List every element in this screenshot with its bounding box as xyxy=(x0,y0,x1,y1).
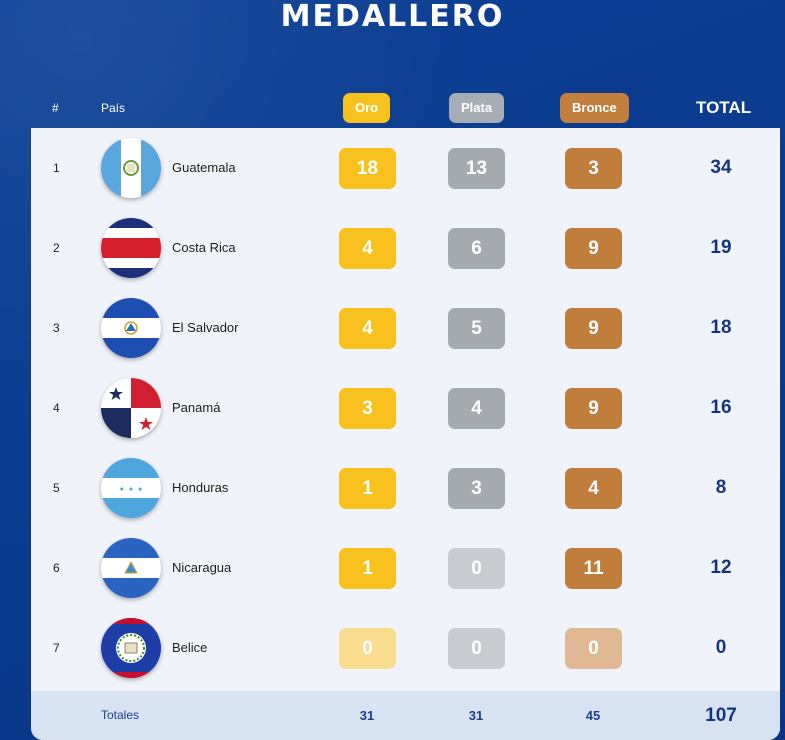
country-name: Panamá xyxy=(172,400,221,415)
header-silver-pill: Plata xyxy=(449,93,505,123)
silver-count: 0 xyxy=(448,548,505,589)
bronze-count: 11 xyxy=(565,548,622,589)
nicaragua-flag-icon xyxy=(101,538,161,598)
table-row: 6 Nicaragua 1 0 11 12 xyxy=(31,528,780,608)
total-count: 34 xyxy=(710,157,732,178)
country-name: Costa Rica xyxy=(172,240,236,255)
total-count: 18 xyxy=(710,317,732,338)
bronze-count: 9 xyxy=(565,308,622,349)
silver-count: 13 xyxy=(448,148,505,189)
rank: 1 xyxy=(53,161,60,175)
totals-bronze: 45 xyxy=(585,708,601,723)
total-count: 16 xyxy=(710,397,732,418)
gold-count: 1 xyxy=(339,548,396,589)
rank: 7 xyxy=(53,641,60,655)
belize-flag-icon xyxy=(101,618,161,678)
header-gold-pill: Oro xyxy=(343,93,391,123)
rank: 6 xyxy=(53,561,60,575)
header-bronze-pill: Bronce xyxy=(560,93,629,123)
el-salvador-flag-icon xyxy=(101,298,161,358)
table-row: 4 Panamá 3 4 9 16 xyxy=(31,368,780,448)
panama-flag-icon xyxy=(101,378,161,438)
gold-count: 4 xyxy=(339,228,396,269)
totals-row: Totales 31 31 45 107 xyxy=(31,691,780,740)
table-row: 5 ✦ ✦ ✦ Honduras 1 3 4 8 xyxy=(31,448,780,528)
total-count: 0 xyxy=(715,637,727,658)
country-name: Guatemala xyxy=(172,160,236,175)
table-row: 2 Costa Rica 4 6 9 19 xyxy=(31,208,780,288)
rank: 2 xyxy=(53,241,60,255)
bronze-count: 4 xyxy=(565,468,622,509)
total-count: 19 xyxy=(710,237,732,258)
total-count: 12 xyxy=(710,557,732,578)
costa-rica-flag-icon xyxy=(101,218,161,278)
rank: 3 xyxy=(53,321,60,335)
table-row: 7 Belice 0 0 0 0 xyxy=(31,608,780,688)
header-silver: Plata xyxy=(449,88,505,128)
bronze-count: 9 xyxy=(565,228,622,269)
bronze-count: 3 xyxy=(565,148,622,189)
country-name: Honduras xyxy=(172,480,229,495)
country-name: Belice xyxy=(172,640,208,655)
silver-count: 4 xyxy=(448,388,505,429)
silver-count: 3 xyxy=(448,468,505,509)
silver-count: 5 xyxy=(448,308,505,349)
bronze-count: 0 xyxy=(565,628,622,669)
totals-silver: 31 xyxy=(468,708,484,723)
header-country: País xyxy=(101,101,126,115)
honduras-flag-icon: ✦ ✦ ✦ xyxy=(101,458,161,518)
header-rank: # xyxy=(52,101,59,115)
table-row: 1 Guatemala 18 13 3 34 xyxy=(31,128,780,208)
rank: 5 xyxy=(53,481,60,495)
bronze-count: 9 xyxy=(565,388,622,429)
table-header: # País Oro Plata Bronce TOTAL xyxy=(31,88,780,128)
gold-count: 1 xyxy=(339,468,396,509)
total-count: 8 xyxy=(715,477,727,498)
header-gold: Oro xyxy=(343,88,391,128)
totals-grand: 107 xyxy=(705,705,737,726)
totals-gold: 31 xyxy=(359,708,375,723)
country-name: El Salvador xyxy=(172,320,239,335)
gold-count: 3 xyxy=(339,388,396,429)
svg-text:✦ ✦ ✦: ✦ ✦ ✦ xyxy=(118,485,143,494)
gold-count: 0 xyxy=(339,628,396,669)
table-row: 3 El Salvador 4 5 9 18 xyxy=(31,288,780,368)
country-name: Nicaragua xyxy=(172,560,232,575)
silver-count: 6 xyxy=(448,228,505,269)
page-title: MEDALLERO xyxy=(280,0,505,34)
gold-count: 4 xyxy=(339,308,396,349)
totals-label: Totales xyxy=(101,708,140,722)
header-total: TOTAL xyxy=(696,98,752,117)
silver-count: 0 xyxy=(448,628,505,669)
rank: 4 xyxy=(53,401,60,415)
medal-table: 1 Guatemala 18 13 3 34 2 xyxy=(31,128,780,740)
header-bronze: Bronce xyxy=(560,88,629,128)
guatemala-flag-icon xyxy=(101,138,161,198)
gold-count: 18 xyxy=(339,148,396,189)
